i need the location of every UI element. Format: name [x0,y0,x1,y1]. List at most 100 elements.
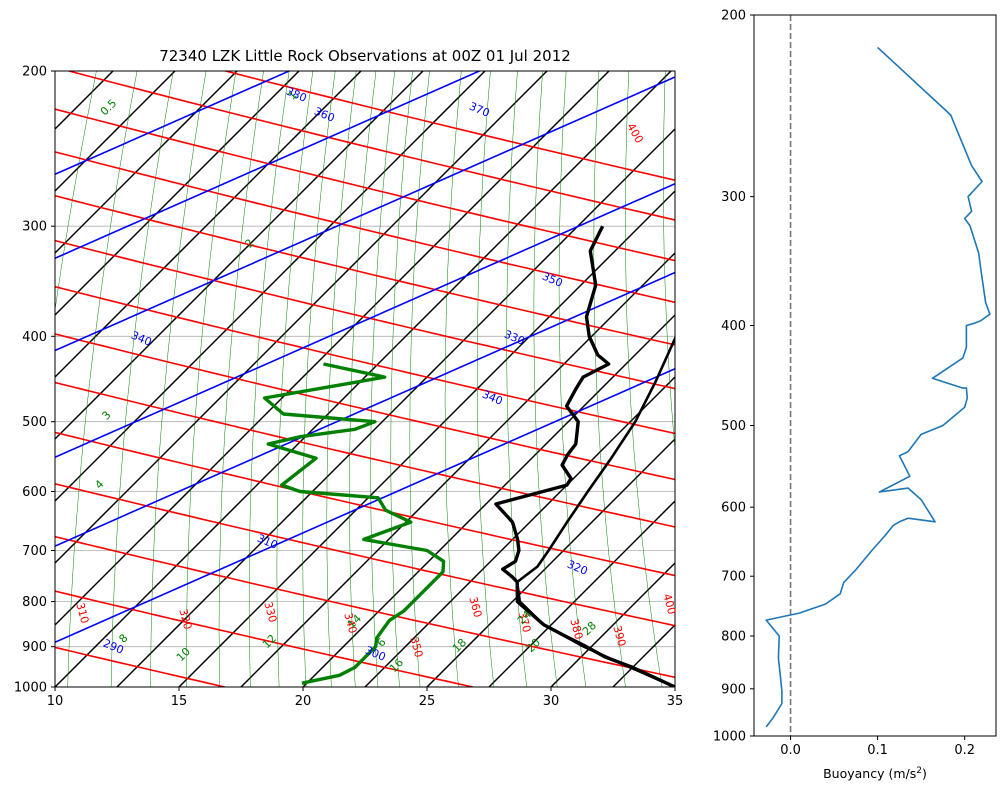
dry-adiabat-line [55,590,474,687]
mixing-ratio-line [390,71,413,687]
y-tick-label: 1000 [14,681,47,696]
dry-adiabat-line [55,535,675,679]
x-tick-label: 30 [543,694,560,709]
dry-adiabat-label: 330 [261,600,279,624]
moist-adiabat-line [55,71,482,260]
mixing-ratio-line [67,71,138,687]
skew-t-frame [54,70,676,688]
mixing-ratio-line [55,71,97,312]
mixing-ratio-label: 3 [99,408,113,422]
x-tick-label: 25 [419,694,436,709]
y-tick-label: 300 [22,220,47,235]
buoyancy-y-tick-label: 600 [721,501,746,516]
dry-adiabat-label: 340 [341,611,359,635]
mixing-ratio-line [110,71,174,687]
mixing-ratio-line [349,71,377,687]
y-tick-label: 900 [22,640,47,655]
y-tick-label: 500 [22,415,47,430]
mixing-ratio-line [593,71,626,687]
dry-adiabat-line [55,194,675,346]
mixing-ratio-line [444,71,462,687]
buoyancy-x-tick-label: 0.0 [780,743,801,758]
buoyancy-y-tick-label: 200 [721,9,746,24]
buoyancy-line [765,46,991,728]
dry-adiabat-line [55,285,675,435]
buoyancy-y-tick-label: 300 [721,190,746,205]
mixing-ratio-line [0,61,52,687]
mixing-ratio-line [326,71,357,687]
mixing-ratio-line [706,61,757,687]
buoyancy-y-tick-label: 800 [721,630,746,645]
buoyancy-y-tick-label: 400 [721,319,746,334]
mixing-ratio-label: 18 [450,636,469,655]
isotherm-line [178,189,675,687]
y-tick-label: 200 [22,65,47,80]
moist-adiabat-line [55,76,675,352]
isotherm-line [55,71,424,441]
isotherm-line [240,251,675,687]
mixing-ratio-label: 12 [260,632,279,651]
dry-adiabat-label: 380 [567,617,585,641]
isotherm-line [799,71,1005,687]
buoyancy-x-tick-label: 0.1 [867,743,888,758]
moist-adiabat-label: 360 [312,105,336,125]
isotherm-line [737,71,1005,687]
y-tick-label: 400 [22,330,47,345]
isotherm-line [55,71,672,687]
isotherm-line [55,71,362,379]
background-lines [0,61,1005,687]
moist-adiabat-label: 340 [129,329,153,349]
parcel-profile-line [515,335,675,687]
moist-adiabat-line [55,271,675,547]
mixing-ratio-line [533,71,558,687]
dry-adiabat-line [55,333,675,481]
mixing-ratio-label: 0.5 [98,97,120,119]
buoyancy-x-tick-label: 0.2 [954,743,975,758]
chart-title: 72340 LZK Little Rock Observations at 00… [159,47,571,65]
dry-adiabat-line [55,431,675,577]
moist-adiabat-label: 350 [540,270,564,290]
y-tick-label: 600 [22,485,47,500]
mixing-ratio-line [558,71,587,687]
buoyancy-y-tick-label: 1000 [713,730,746,745]
isotherm-line [488,499,675,687]
moist-adiabat-line [55,182,675,459]
isotherm-line [55,71,176,193]
mixing-ratio-line [409,71,430,687]
dry-adiabat-line [55,381,675,528]
mixing-ratio-line [477,71,495,687]
moist-adiabat-label: 310 [255,532,279,552]
buoyancy-x-axis-label: Buoyancy (m/s2) [823,766,927,781]
moist-adiabat-label: 340 [480,388,504,408]
isotherm-line [116,127,675,687]
buoyancy-y-tick-label: 500 [721,419,746,434]
dry-adiabat-label: 400 [660,592,678,616]
x-tick-label: 20 [295,694,312,709]
dry-adiabat-line [55,151,675,304]
moist-adiabat-line [55,71,292,176]
buoyancy-y-tick-label: 700 [721,570,746,585]
dry-adiabat-label: 390 [610,624,628,648]
mixing-ratio-line [248,71,290,687]
mixing-ratio-line [186,71,237,687]
mixing-ratio-line [218,71,264,687]
moist-adiabat-label: 320 [565,558,589,578]
isotherm-line [55,71,238,255]
x-tick-label: 15 [171,694,188,709]
isotherm-line [55,71,486,503]
y-tick-label: 700 [22,544,47,559]
dewpoint-trace [262,362,446,685]
y-tick-label: 800 [22,595,47,610]
dry-adiabat-label: 360 [466,595,484,619]
dry-adiabat-label: 400 [624,121,646,146]
isotherm-line [302,313,675,687]
dry-adiabat-line [55,239,675,390]
isotherm-line [55,71,114,131]
dry-adiabat-line [55,482,675,627]
buoyancy-y-tick-label: 900 [721,682,746,697]
mixing-ratio-line [370,71,396,687]
dry-adiabat-label: 370 [515,610,533,634]
moist-adiabat-label: 330 [502,328,526,348]
dry-adiabat-label: 310 [73,601,91,625]
